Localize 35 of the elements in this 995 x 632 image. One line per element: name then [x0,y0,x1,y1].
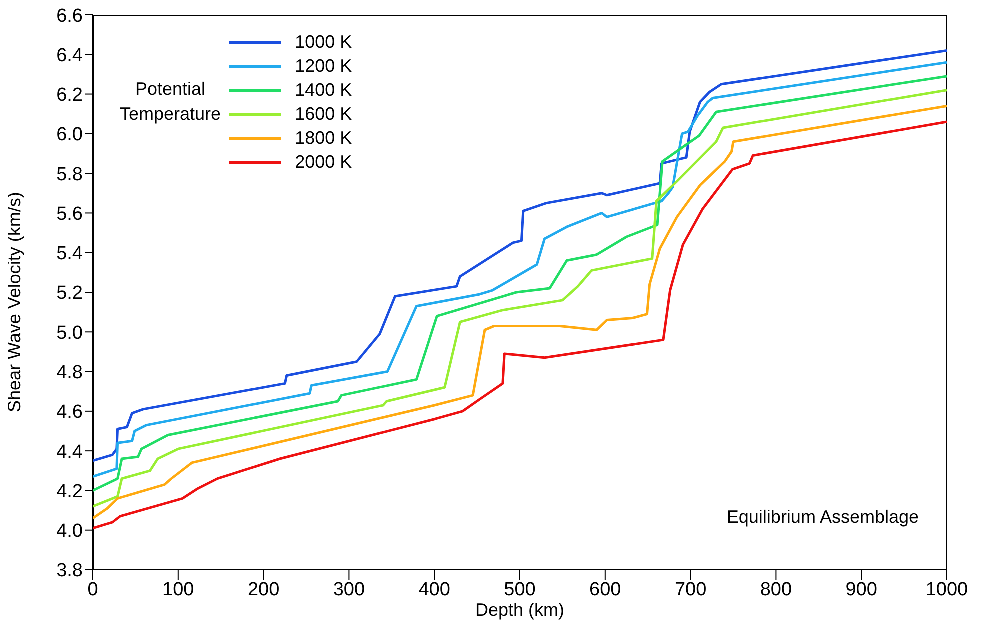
y-tick-label: 6.2 [56,85,83,106]
y-tick-label: 5.0 [56,322,83,344]
x-tick-label: 800 [760,579,792,600]
y-tick-label: 6.0 [56,124,83,146]
annotation: Equilibrium Assemblage [726,507,919,528]
x-tick-label: 500 [504,579,536,600]
y-tick-label: 5.8 [56,164,83,186]
x-tick-label: 700 [674,579,707,600]
legend-label: 1200 K [295,56,352,76]
legend-title: Potential Temperature [120,78,222,126]
y-tick-label: 5.6 [56,204,83,225]
x-tick-label: 400 [418,579,450,600]
x-tick-label: 200 [248,579,280,600]
y-tick-label: 5.4 [56,244,84,265]
legend-label: 1000 K [295,32,352,52]
y-tick-label: 5.2 [56,283,83,304]
y-tick-label: 6.4 [56,45,84,66]
y-tick-label: 4.0 [56,521,83,542]
x-tick-label: 300 [333,579,366,600]
x-tick-label: 1000 [926,579,968,600]
x-tick-label: 0 [88,579,98,600]
x-tick-label: 900 [846,579,878,600]
x-tick-label: 100 [162,579,194,600]
legend-label: 2000 K [295,152,352,172]
legend-label: 1600 K [295,104,352,124]
y-tick-label: 4.2 [56,481,83,502]
y-tick-label: 4.6 [56,402,83,424]
y-tick-label: 3.8 [56,560,83,582]
y-tick-label: 6.6 [56,6,83,27]
y-tick-label: 4.4 [56,442,84,463]
x-tick-label: 600 [590,579,622,600]
legend-label: 1400 K [295,80,352,100]
legend-label: 1800 K [295,128,352,148]
y-tick-label: 4.8 [56,362,83,384]
x-axis-title: Depth (km) [475,600,565,620]
